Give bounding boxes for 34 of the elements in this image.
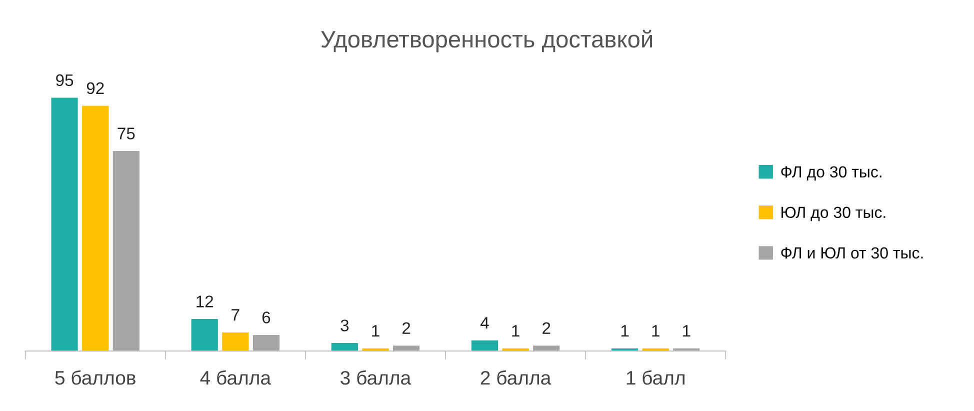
data-label: 75: [118, 128, 135, 140]
bar: [533, 346, 560, 351]
x-tick-label: 5 баллов: [55, 370, 136, 385]
x-tick-label: 1 балл: [626, 370, 684, 385]
legend-label: ЮЛ до 30 тыс.: [782, 206, 886, 222]
x-tick-label: 4 балла: [200, 370, 272, 385]
data-label: 2: [542, 322, 550, 334]
data-label: 1: [512, 325, 520, 337]
data-label: 1: [652, 325, 660, 337]
bar: [112, 151, 140, 351]
data-label: 1: [621, 325, 629, 337]
data-label: 6: [262, 312, 270, 324]
data-label: 12: [196, 296, 214, 308]
bar: [222, 332, 249, 351]
x-tick-label: 3 балла: [340, 370, 412, 385]
bar: [392, 346, 420, 351]
legend-label: ФЛ и ЮЛ от 30 тыс.: [781, 247, 923, 259]
data-label: 1: [372, 325, 380, 337]
bar: [471, 340, 498, 351]
bar: [51, 98, 78, 351]
data-label: 3: [340, 320, 349, 332]
data-label: 95: [56, 74, 74, 86]
data-label: 7: [232, 309, 240, 321]
x-tick-label: 2 балла: [480, 370, 552, 385]
data-label: 2: [402, 322, 410, 334]
legend-label: ФЛ до 30 тыс.: [781, 166, 882, 181]
bar: [331, 342, 358, 351]
chart-title: Удовлетворенность доставкой: [321, 30, 652, 52]
data-label: 4: [480, 317, 489, 329]
bar: [82, 106, 109, 351]
data-label: 1: [683, 325, 690, 337]
data-label: 92: [86, 82, 104, 94]
bar: [252, 335, 280, 351]
bar: [191, 319, 218, 351]
